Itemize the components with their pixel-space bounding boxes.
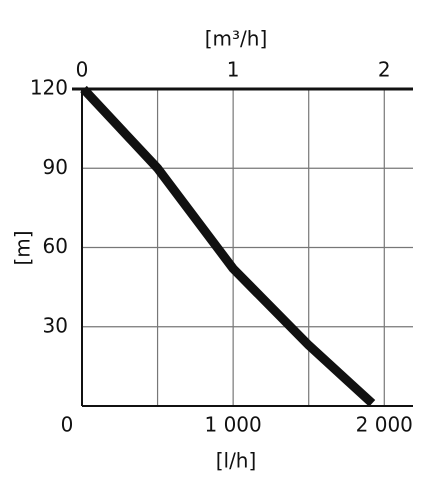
y-axis-label: [m] <box>11 230 35 265</box>
y-tick-label: 60 <box>43 234 68 258</box>
x2-axis-label: [m³/h] <box>205 27 268 51</box>
y-tick-label: 90 <box>43 155 68 179</box>
x2-tick-label: 0 <box>76 58 89 82</box>
y-tick-label: 30 <box>43 313 68 337</box>
x-tick-label: 0 <box>61 413 74 437</box>
x-tick-label: 1 000 <box>205 413 262 437</box>
data-line <box>80 85 376 407</box>
x-tick-label: 2 000 <box>356 413 413 437</box>
x-axis-label: [l/h] <box>216 449 257 473</box>
y-tick-label: 120 <box>30 76 68 100</box>
x2-tick-label: 2 <box>378 58 391 82</box>
x2-tick-label: 1 <box>227 58 240 82</box>
